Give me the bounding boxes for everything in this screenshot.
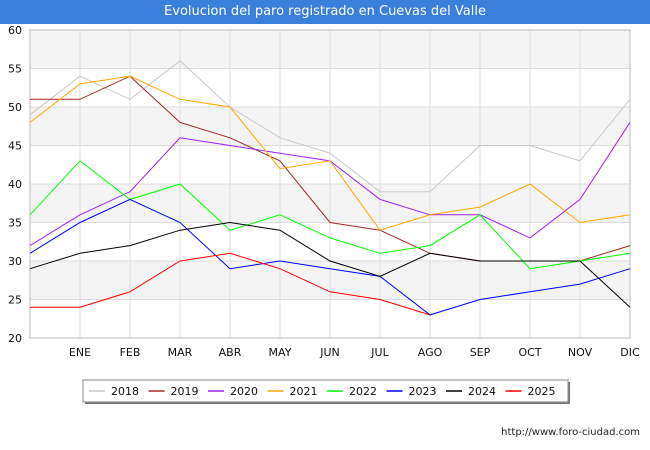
legend-label-2020: 2020 bbox=[230, 385, 258, 398]
series-line-2025 bbox=[30, 252, 431, 316]
legend-label-2021: 2021 bbox=[290, 385, 318, 398]
x-tick-label: JUL bbox=[370, 346, 389, 359]
y-tick-label: 25 bbox=[8, 294, 22, 307]
source-url[interactable]: http://www.foro-ciudad.com bbox=[501, 427, 640, 438]
x-tick-label: FEB bbox=[120, 346, 141, 359]
y-tick-label: 60 bbox=[8, 24, 22, 37]
x-tick-label: AGO bbox=[418, 346, 443, 359]
x-tick-label: ENE bbox=[69, 346, 91, 359]
x-tick-label: SEP bbox=[470, 346, 491, 359]
plot-area-border bbox=[29, 29, 631, 339]
x-tick-label: DIC bbox=[620, 346, 640, 359]
x-axis-ticks: ENE FEB MAR ABR MAY JUN JUL AGO SEP OCT NOV DIC bbox=[69, 346, 640, 359]
series-line-2018 bbox=[29, 60, 631, 193]
legend-label-2018: 2018 bbox=[111, 385, 139, 398]
x-tick-label: MAR bbox=[168, 346, 193, 359]
y-tick-label: 30 bbox=[8, 255, 22, 268]
chart-title: Evolucion del paro registrado en Cuevas … bbox=[0, 0, 650, 24]
series-line-2023 bbox=[29, 198, 631, 316]
legend-box bbox=[82, 379, 569, 403]
x-tick-label: ABR bbox=[219, 346, 242, 359]
y-tick-label: 35 bbox=[8, 217, 22, 230]
series-line-2024 bbox=[29, 221, 631, 308]
y-axis-ticks: 20 25 30 35 40 45 50 55 60 bbox=[8, 24, 22, 345]
legend-label-2025: 2025 bbox=[528, 385, 556, 398]
legend-label-2019: 2019 bbox=[171, 385, 199, 398]
x-tick-label: OCT bbox=[518, 346, 541, 359]
y-tick-label: 20 bbox=[8, 332, 22, 345]
x-tick-label: MAY bbox=[269, 346, 292, 359]
legend-label-2024: 2024 bbox=[468, 385, 496, 398]
legend-label-2022: 2022 bbox=[349, 385, 377, 398]
y-tick-label: 40 bbox=[8, 178, 22, 191]
y-tick-label: 45 bbox=[8, 140, 22, 153]
legend: 2018 2019 2020 2021 2022 2023 2024 2025 bbox=[82, 379, 570, 404]
legend-label-2023: 2023 bbox=[409, 385, 437, 398]
x-tick-label: JUN bbox=[319, 346, 340, 359]
y-tick-label: 55 bbox=[8, 63, 22, 76]
series-line-2021 bbox=[29, 75, 631, 231]
x-tick-label: NOV bbox=[568, 346, 593, 359]
y-tick-label: 50 bbox=[8, 101, 22, 114]
series-lines bbox=[29, 60, 631, 316]
